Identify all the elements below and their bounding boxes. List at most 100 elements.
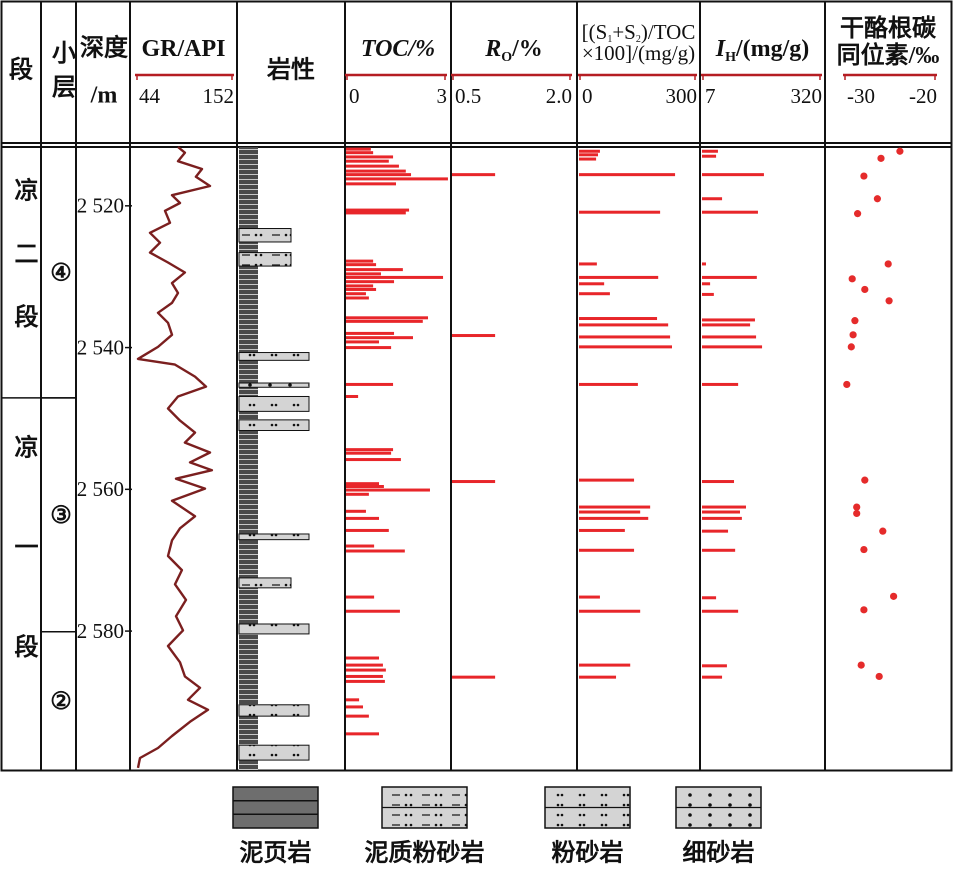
lithology-bed: [238, 228, 292, 243]
lithology-bed: [238, 533, 310, 541]
bar: [579, 505, 651, 509]
point: [853, 503, 861, 511]
bar: [346, 544, 375, 548]
point: [860, 172, 868, 180]
title-part: +S: [612, 20, 636, 44]
legend-item: 泥页岩: [232, 786, 319, 867]
bar: [346, 509, 366, 513]
bar: [346, 182, 396, 186]
tick-label: 0: [582, 84, 593, 108]
bar: [346, 656, 380, 660]
bar: [702, 609, 739, 613]
point: [847, 343, 855, 351]
bar: [702, 480, 735, 484]
bar: [346, 272, 381, 276]
bar: [702, 292, 714, 296]
bar: [346, 268, 403, 272]
bar: [346, 484, 384, 488]
bar: [452, 334, 496, 338]
title-part: 干酪根碳: [840, 14, 937, 42]
lithology-bed: [238, 744, 310, 761]
bar: [579, 282, 605, 286]
panel-title: TOC/%: [361, 36, 435, 62]
gr-curve: [136, 146, 214, 769]
legend-item: 细砂岩: [675, 786, 762, 867]
bar: [702, 596, 717, 600]
bar: [346, 151, 374, 155]
depth-tick-label: 2 580: [77, 619, 124, 643]
bar: [346, 609, 400, 613]
legend-item: 粉砂岩: [544, 786, 631, 867]
sublayer-header: 小层: [47, 40, 75, 108]
lithology-bed: [238, 352, 310, 361]
legend-item: 泥质粉砂岩: [365, 786, 485, 867]
bar: [346, 331, 395, 335]
bar: [346, 336, 413, 340]
bar: [579, 528, 625, 532]
bar: [346, 516, 380, 520]
title-part: 2: [636, 34, 641, 45]
bar: [579, 323, 669, 327]
legend-label: 细砂岩: [683, 839, 755, 867]
tick-label: 320: [791, 84, 823, 108]
panel-title: [(S1+S2)/TOC: [582, 20, 696, 45]
point: [861, 476, 869, 484]
title-part: I: [715, 36, 727, 62]
bar: [346, 448, 394, 452]
title-part: H: [725, 50, 736, 65]
title-part: ×100]/(mg/g): [582, 41, 695, 65]
bar: [346, 488, 430, 492]
point: [860, 606, 868, 614]
bar: [702, 510, 741, 514]
bar: [702, 664, 727, 668]
point: [890, 592, 898, 600]
bar: [346, 173, 412, 177]
bar: [702, 282, 711, 286]
point: [873, 195, 882, 203]
bar: [579, 663, 631, 667]
legend-label: 粉砂岩: [552, 840, 624, 867]
legend-swatch: [232, 786, 319, 829]
title-part: /%: [511, 36, 543, 62]
panel-title: 干酪根碳: [840, 14, 937, 42]
panel-title: RO/%: [484, 36, 543, 65]
legend-label: 泥质粉砂岩: [365, 840, 485, 867]
bar: [702, 548, 736, 552]
bar: [346, 340, 380, 344]
bar: [702, 173, 764, 177]
point: [879, 527, 887, 535]
bar: [346, 492, 369, 496]
bar: [702, 382, 739, 386]
bar: [702, 318, 755, 322]
tick-label: 300: [666, 84, 698, 108]
title-part: )/TOC: [641, 20, 695, 44]
bar: [346, 164, 399, 168]
bar: [579, 292, 610, 296]
lithology-bed: [238, 382, 310, 388]
tick-label: 44: [139, 84, 161, 108]
tick-label: -20: [909, 84, 937, 108]
tick-label: 3: [437, 84, 448, 108]
title-part: TOC/%: [361, 36, 435, 62]
tick-label: 0: [349, 84, 360, 108]
depth-tick-label: 2 540: [77, 335, 124, 359]
bar: [346, 316, 429, 320]
point: [851, 317, 859, 325]
bar: [579, 335, 671, 339]
bar: [346, 663, 383, 667]
bar: [346, 674, 383, 678]
bar: [346, 287, 377, 291]
bar: [579, 317, 658, 321]
bar: [346, 705, 364, 709]
lithology-bed: [238, 252, 292, 267]
bar: [452, 480, 496, 484]
bar: [346, 549, 405, 553]
bar: [346, 458, 401, 462]
bar: [702, 505, 746, 509]
panel-title: IH/(mg/g): [715, 36, 810, 65]
bar: [702, 197, 723, 201]
bar: [579, 153, 599, 157]
bar: [702, 210, 758, 214]
bar: [452, 675, 496, 679]
